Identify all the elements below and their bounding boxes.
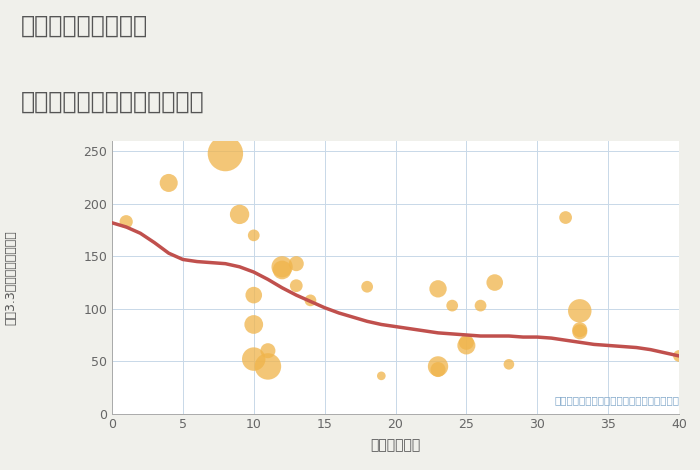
Point bbox=[220, 150, 231, 157]
Point bbox=[489, 279, 500, 286]
Point bbox=[234, 211, 245, 218]
Point bbox=[163, 179, 174, 187]
Point bbox=[461, 342, 472, 349]
Point bbox=[574, 328, 585, 336]
Point bbox=[433, 363, 444, 370]
Point bbox=[248, 355, 260, 363]
Point bbox=[433, 366, 444, 373]
Text: 円の大きさは、取引のあった物件面積を示す: 円の大きさは、取引のあった物件面積を示す bbox=[554, 395, 679, 405]
Point bbox=[120, 218, 132, 226]
Point bbox=[248, 321, 260, 328]
Point bbox=[433, 285, 444, 293]
Point bbox=[262, 363, 274, 370]
Text: 福岡県福津市勝浦の: 福岡県福津市勝浦の bbox=[21, 14, 148, 38]
Point bbox=[305, 297, 316, 304]
Point bbox=[290, 260, 302, 267]
Point bbox=[475, 302, 486, 309]
Point bbox=[503, 360, 514, 368]
Point bbox=[248, 232, 260, 239]
Point bbox=[673, 352, 685, 360]
Point bbox=[290, 282, 302, 290]
Point bbox=[276, 263, 288, 271]
Text: 築年数別中古マンション価格: 築年数別中古マンション価格 bbox=[21, 89, 204, 113]
Point bbox=[276, 266, 288, 274]
Point bbox=[248, 291, 260, 299]
Point bbox=[461, 338, 472, 346]
Point bbox=[362, 283, 373, 290]
Point bbox=[574, 307, 585, 314]
Point bbox=[560, 214, 571, 221]
Point bbox=[262, 347, 274, 354]
Point bbox=[574, 326, 585, 334]
Text: 坪（3.3㎡）単価（万円）: 坪（3.3㎡）単価（万円） bbox=[4, 230, 17, 325]
Point bbox=[376, 372, 387, 380]
X-axis label: 築年数（年）: 築年数（年） bbox=[370, 439, 421, 453]
Point bbox=[447, 302, 458, 309]
